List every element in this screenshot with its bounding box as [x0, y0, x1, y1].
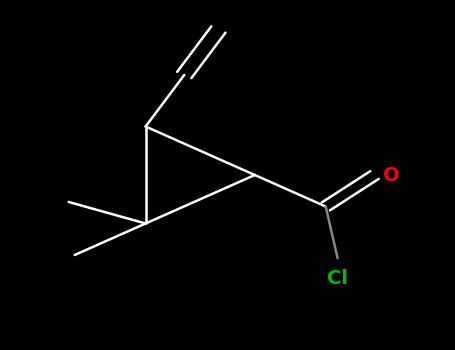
Text: Cl: Cl	[327, 269, 348, 288]
Text: O: O	[383, 166, 399, 184]
